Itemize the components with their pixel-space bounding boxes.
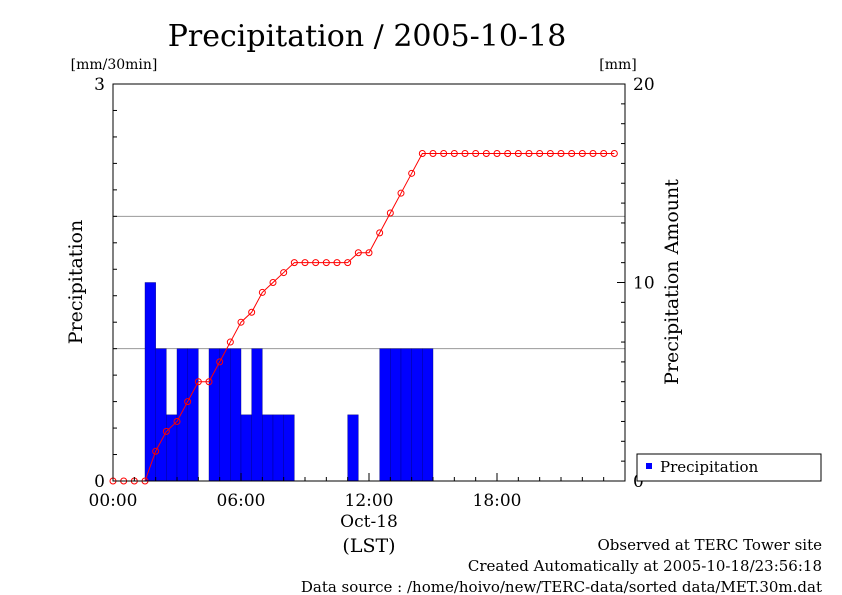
precipitation-amount-polyline	[113, 152, 615, 482]
right-axis-ticks: 0 10 20	[617, 75, 655, 492]
precipitation-amount-point	[376, 229, 384, 237]
left-axis-unit: [mm/30min]	[71, 57, 158, 73]
precipitation-amount-point	[365, 249, 373, 257]
x-axis-ticks: 00:00 06:00 12:00 18:00	[89, 491, 522, 511]
precipitation-amount-point	[397, 189, 405, 197]
precipitation-bar	[411, 348, 423, 482]
precipitation-amount-point	[258, 288, 266, 296]
precipitation-bars	[144, 282, 434, 482]
precipitation-amount-point	[290, 259, 298, 267]
precipitation-amount-point	[525, 149, 533, 157]
precipitation-amount-point	[280, 269, 288, 277]
precipitation-amount-point	[173, 417, 181, 425]
precipitation-amount-point	[152, 447, 160, 455]
precipitation-amount-point	[248, 308, 256, 316]
precipitation-bar	[155, 348, 167, 482]
footer-source: Data source : /home/hoivo/new/TERC-data/…	[301, 578, 822, 595]
precipitation-bar	[144, 282, 156, 482]
precipitation-amount-point	[578, 149, 586, 157]
left-axis-ticks: 03	[94, 75, 626, 492]
precipitation-amount-point	[226, 338, 234, 346]
legend-swatch	[646, 463, 652, 469]
precipitation-bar	[219, 348, 231, 482]
precipitation-amount-point	[600, 149, 608, 157]
precipitation-bar	[240, 414, 252, 482]
precipitation-amount-point	[514, 149, 522, 157]
footer-observed: Observed at TERC Tower site	[597, 536, 822, 554]
left-tick-label: 0	[94, 472, 105, 492]
precipitation-amount-point	[301, 259, 309, 267]
precipitation-bar	[272, 414, 284, 482]
footer-created: Created Automatically at 2005-10-18/23:5…	[468, 557, 822, 575]
precipitation-amount-point	[237, 318, 245, 326]
precipitation-bar	[230, 348, 242, 482]
precipitation-amount-point	[546, 149, 554, 157]
legend-box	[636, 453, 822, 482]
x-timezone-label: (LST)	[342, 535, 395, 557]
precipitation-bar	[251, 348, 263, 482]
x-tick-label: 06:00	[217, 491, 266, 511]
precipitation-amount-point	[312, 259, 320, 267]
precipitation-amount-point	[493, 149, 501, 157]
right-axis-unit: [mm]	[599, 57, 636, 73]
precipitation-bar	[390, 348, 402, 482]
precipitation-amount-point	[461, 149, 469, 157]
precipitation-amount-point	[162, 427, 170, 435]
precipitation-amount-point	[589, 149, 597, 157]
precipitation-amount-point	[354, 249, 362, 257]
precipitation-amount-point	[568, 149, 576, 157]
precipitation-amount-point	[472, 149, 480, 157]
x-date-label: Oct-18	[340, 512, 398, 532]
precipitation-bar	[400, 348, 412, 482]
precipitation-amount-point	[194, 378, 202, 386]
precipitation-bar	[187, 348, 199, 482]
precipitation-bar	[283, 414, 295, 482]
precipitation-amount-point	[557, 149, 565, 157]
precipitation-amount-point	[216, 358, 224, 366]
precipitation-amount-point	[482, 149, 490, 157]
precipitation-amount-line	[109, 149, 618, 485]
precipitation-amount-point	[269, 279, 277, 286]
legend: Precipitation	[636, 453, 822, 482]
precipitation-amount-point	[184, 398, 192, 406]
precipitation-amount-point	[610, 149, 618, 157]
precipitation-amount-point	[322, 259, 330, 267]
x-tick-label: 12:00	[345, 491, 394, 511]
right-tick-label: 20	[633, 75, 655, 95]
precipitation-bar	[347, 414, 359, 482]
precipitation-amount-point	[333, 259, 341, 267]
precipitation-bar	[176, 348, 188, 482]
x-tick-label: 00:00	[89, 491, 138, 511]
x-tick-label: 18:00	[473, 491, 522, 511]
precipitation-amount-point	[450, 149, 458, 157]
right-axis-label: Precipitation Amount	[661, 179, 683, 385]
right-tick-label: 10	[633, 274, 655, 294]
precipitation-bar	[208, 348, 220, 482]
precipitation-bar	[166, 414, 178, 482]
precipitation-bar	[422, 348, 434, 482]
precipitation-amount-point	[504, 149, 512, 157]
precipitation-amount-point	[536, 149, 544, 157]
chart-title: Precipitation / 2005-10-18	[168, 19, 567, 54]
right-tick-label: 0	[633, 472, 644, 492]
precipitation-amount-point	[205, 378, 213, 386]
precipitation-bar	[379, 348, 391, 482]
precipitation-bar	[262, 414, 274, 482]
precipitation-amount-point	[440, 149, 448, 157]
precipitation-amount-point	[386, 209, 394, 217]
precipitation-amount-point	[418, 149, 426, 157]
precipitation-amount-point	[408, 169, 416, 177]
grid-lines	[113, 215, 625, 350]
left-axis-label: Precipitation	[65, 220, 87, 344]
precipitation-amount-point	[344, 259, 352, 267]
precipitation-amount-point	[429, 149, 437, 157]
legend-entry: Precipitation	[660, 458, 759, 476]
left-tick-label: 3	[94, 75, 105, 95]
